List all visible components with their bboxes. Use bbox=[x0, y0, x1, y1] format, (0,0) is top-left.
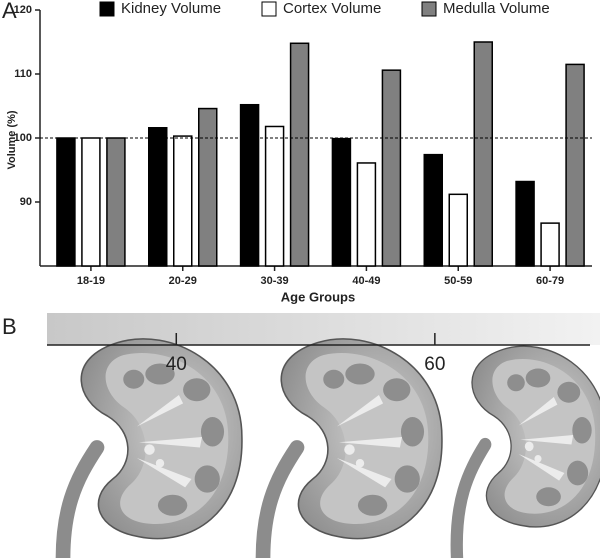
panel-label: A bbox=[2, 0, 17, 23]
age-tick-label: 60 bbox=[424, 354, 445, 375]
x-tick-label: 50-59 bbox=[444, 275, 472, 287]
x-tick-label: 18-19 bbox=[77, 275, 105, 287]
bar bbox=[381, 69, 402, 267]
bar bbox=[423, 153, 443, 267]
y-tick-label: 120 bbox=[14, 4, 32, 16]
y-tick-label: 110 bbox=[14, 68, 32, 80]
legend-swatch bbox=[99, 1, 115, 17]
bar bbox=[198, 107, 218, 267]
y-tick-label: 100 bbox=[14, 132, 32, 144]
bar bbox=[148, 127, 168, 267]
bar bbox=[331, 137, 352, 267]
bar bbox=[473, 41, 493, 267]
legend-label: Kidney Volume bbox=[121, 0, 221, 17]
legend-swatch bbox=[421, 1, 437, 17]
y-tick-label: 90 bbox=[20, 196, 32, 208]
kidney bbox=[63, 339, 242, 558]
x-tick-label: 30-39 bbox=[261, 275, 289, 287]
bar bbox=[264, 125, 285, 267]
x-tick-label: 20-29 bbox=[169, 275, 197, 287]
bar bbox=[289, 42, 310, 267]
y-axis-label: Volume (%) bbox=[6, 110, 18, 169]
age-tick-label: 40 bbox=[166, 354, 187, 375]
bar bbox=[239, 103, 260, 267]
bar bbox=[565, 63, 585, 267]
panel-label: B bbox=[2, 314, 17, 339]
bar bbox=[81, 137, 101, 267]
x-tick-label: 40-49 bbox=[352, 275, 380, 287]
bar bbox=[173, 135, 193, 267]
x-axis-label: Age Groups bbox=[281, 289, 355, 304]
legend-label: Medulla Volume bbox=[443, 0, 550, 17]
legend-label: Cortex Volume bbox=[283, 0, 381, 17]
bar bbox=[540, 222, 560, 267]
bar bbox=[515, 180, 535, 267]
bar bbox=[106, 137, 126, 267]
x-tick-label: 60-79 bbox=[536, 275, 564, 287]
kidney bbox=[263, 339, 442, 558]
bar bbox=[356, 162, 377, 267]
legend-swatch bbox=[261, 1, 277, 17]
kidney bbox=[457, 346, 600, 558]
bar bbox=[56, 137, 76, 267]
bar bbox=[448, 193, 468, 267]
